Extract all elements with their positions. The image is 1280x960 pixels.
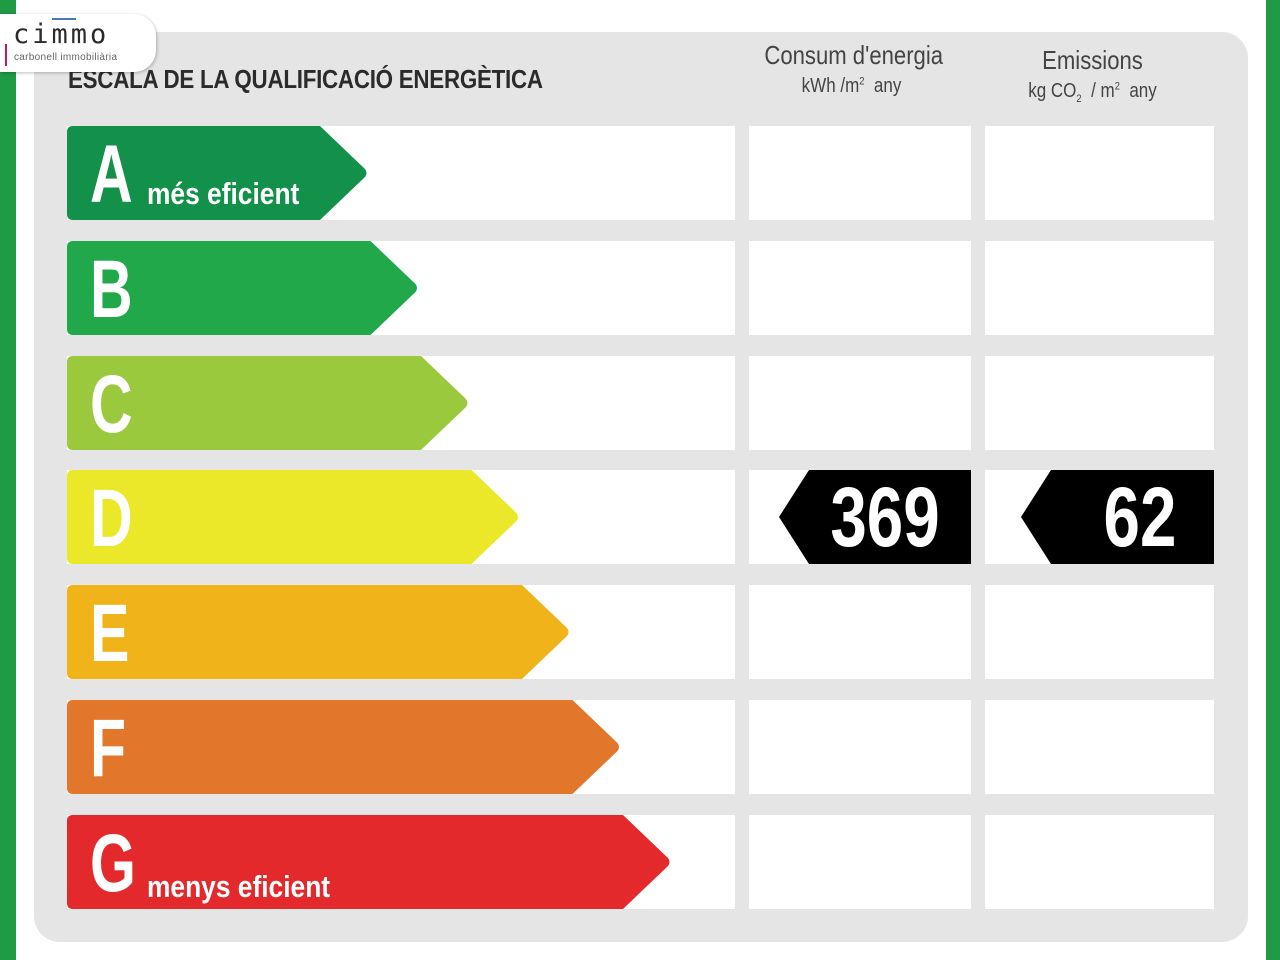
rating-letter: B	[90, 243, 133, 335]
consumption-cell	[749, 240, 971, 335]
emissions-header: Emissions kg CO2 / m2 any	[985, 45, 1200, 105]
rating-arrow-g	[67, 814, 671, 909]
rating-letter: C	[90, 358, 133, 450]
consumption-header: Consum d'energia kWh /m2 any	[749, 40, 954, 98]
rating-letter: A	[90, 129, 133, 220]
consumption-cell	[749, 585, 971, 680]
rating-row-d: D 369 62	[0, 470, 1280, 565]
rating-row-f: F	[0, 700, 1280, 794]
rating-letter: E	[90, 588, 130, 680]
consumption-value-badge: 369	[779, 470, 971, 565]
logo-accent-line	[52, 18, 76, 20]
scale-title: ESCALA DE LA QUALIFICACIÓ ENERGÈTICA	[68, 64, 543, 94]
rating-description: més eficient	[147, 176, 300, 211]
logo-word: cimmo	[13, 19, 110, 50]
consumption-unit: kWh /m2 any	[801, 75, 902, 97]
rating-description: menys eficient	[147, 868, 331, 904]
rating-arrow-e	[67, 585, 570, 680]
rating-row-c: C	[0, 355, 1280, 450]
emissions-value-badge: 62	[1021, 470, 1214, 565]
consumption-cell	[749, 814, 971, 909]
emissions-unit: kg CO2 / m2 any	[1028, 80, 1157, 105]
rating-row-e: E	[0, 585, 1280, 680]
emissions-label: Emissions	[1042, 45, 1143, 75]
rating-arrow-d	[67, 470, 520, 565]
logo-accent	[5, 44, 7, 66]
emissions-cell	[985, 700, 1214, 794]
rating-row-b: B	[0, 240, 1280, 335]
logo-subtitle: carbonell immobiliària	[14, 52, 118, 63]
emissions-value: 62	[1103, 470, 1177, 565]
emissions-cell	[985, 240, 1214, 335]
company-logo: cimmo carbonell immobiliària	[0, 14, 156, 72]
consumption-cell	[749, 700, 971, 794]
rating-arrow-b	[67, 240, 419, 335]
rating-letter: F	[90, 703, 127, 794]
rating-letter: G	[90, 817, 136, 909]
rating-arrow-c	[67, 355, 469, 450]
emissions-cell	[985, 814, 1214, 909]
rating-arrow-a	[67, 126, 368, 220]
consumption-cell	[749, 126, 971, 220]
consumption-value: 369	[830, 470, 940, 565]
emissions-cell	[985, 126, 1214, 220]
consumption-label: Consum d'energia	[764, 40, 944, 70]
consumption-cell	[749, 355, 971, 450]
emissions-cell	[985, 585, 1214, 680]
rating-arrow-f	[67, 700, 621, 794]
rating-letter: D	[90, 473, 133, 565]
emissions-cell	[985, 355, 1214, 450]
